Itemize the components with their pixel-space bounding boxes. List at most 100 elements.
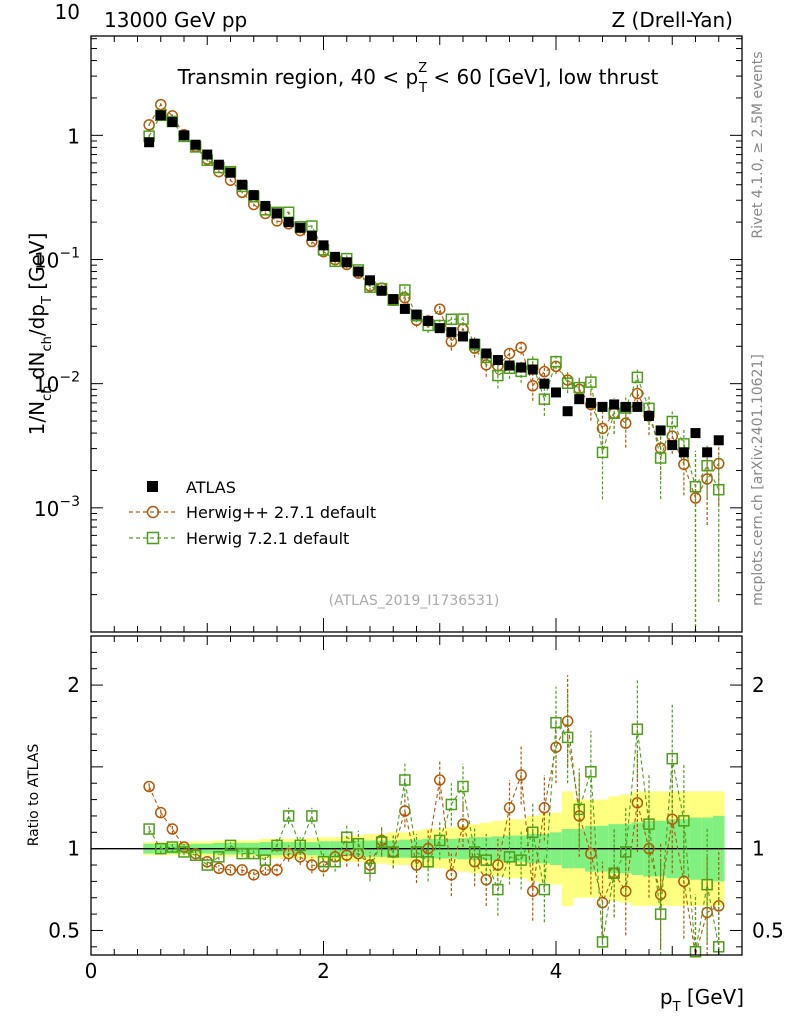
y-axis-label: 1/Nch dNch/dpT [GeV] [25, 233, 55, 436]
plot-title: Transmin region, 40 < pZ T < 60 [GeV], lo… [177, 61, 659, 96]
atlas-point-45 [667, 440, 678, 451]
series-1-main-point-39 [596, 446, 609, 459]
analysis-id: (ATLAS_2019_I1736531) [329, 593, 500, 609]
atlas-point-26 [446, 327, 457, 338]
atlas-point-5 [202, 149, 213, 160]
atlas-point-0 [144, 137, 155, 148]
series-1-ratio-point-43 [643, 818, 655, 830]
series-0-ratio-point-14 [306, 859, 318, 871]
atlas-point-19 [365, 275, 375, 286]
series-1-ratio-point-7 [224, 839, 237, 852]
atlas-point-3 [179, 130, 189, 141]
series-0-main [143, 98, 725, 632]
series-0-ratio-point-26 [445, 869, 458, 881]
atlas-point-27 [458, 331, 468, 342]
atlas-point-10 [260, 200, 271, 211]
series-1-ratio-point-19 [364, 862, 376, 875]
series-1-ratio-point-20 [375, 836, 388, 848]
series-1-ratio-point-13 [294, 839, 306, 852]
series-0-ratio-point-9 [248, 869, 260, 881]
main-tick-label-base-4: 10 [34, 497, 59, 521]
atlas-point-42 [632, 401, 643, 412]
main-tick-label-exp-4: −3 [59, 494, 80, 510]
series-0-ratio-point-48 [701, 906, 713, 919]
series-0-ratio-point-37 [573, 810, 585, 822]
series-1-ratio-point-26 [445, 798, 458, 811]
series-0-ratio-point-43 [643, 842, 655, 855]
atlas-point-38 [585, 397, 596, 408]
x-axis-label: pT [GeV] [660, 985, 744, 1015]
series-0-main-point-42 [631, 387, 644, 400]
series-1-main-point-49 [713, 483, 725, 496]
atlas-point-7 [225, 167, 236, 178]
series-1-ratio-line [148, 721, 720, 952]
ratio-tick-label-right-2: 2 [752, 673, 765, 697]
series-0-ratio-point-12 [282, 847, 295, 860]
series-1-ratio-point-29 [480, 854, 492, 866]
main-tick-label-base-3: 10 [34, 373, 59, 397]
series-0-ratio-point-25 [434, 774, 446, 786]
legend-herwig7-marker [146, 531, 160, 545]
series-0-main-point-0 [143, 119, 155, 131]
atlas-point-21 [388, 294, 399, 305]
series-1-main-point-45 [666, 415, 678, 428]
series-0-ratio-point-31 [503, 802, 516, 814]
atlas-point-46 [678, 447, 689, 458]
series-1-ratio-point-38 [585, 766, 597, 778]
legend-herwigpp-marker [146, 505, 160, 519]
series-1-ratio-point-35 [550, 716, 562, 729]
atlas-point-24 [423, 315, 434, 326]
atlas-point-20 [376, 285, 387, 296]
series-1-ratio-point-25 [434, 834, 446, 847]
series-1-main-point-30 [492, 369, 504, 382]
ratio-tick-label-right-1: 1 [752, 837, 765, 861]
atlas-point-6 [213, 159, 224, 170]
series-1-main-point-48 [701, 459, 713, 472]
series-1-ratio-point-14 [306, 810, 318, 822]
series-1-ratio-point-31 [503, 851, 516, 863]
series-1-ratio [143, 680, 725, 958]
series-1-ratio-point-21 [387, 846, 399, 858]
series-1-main-point-47 [689, 480, 702, 493]
main-tick-label-base-2: 10 [34, 249, 59, 273]
series-0-ratio-point-42 [631, 797, 644, 809]
series-0-ratio-point-38 [585, 847, 597, 860]
atlas-point-39 [597, 401, 608, 412]
series-1-ratio-point-42 [631, 723, 644, 735]
series-0-main-point-48 [701, 473, 713, 485]
x-tick-label-2: 4 [550, 959, 563, 983]
main-tick-label-1: 1 [67, 124, 80, 148]
process-label: Z (Drell-Yan) [611, 8, 733, 32]
atlas-point-36 [562, 406, 573, 417]
series-0-ratio-point-45 [666, 813, 678, 825]
series-0-main-point-25 [434, 303, 446, 315]
atlas-point-35 [551, 387, 561, 398]
x-axis-ticks: 0 2 4 [85, 36, 743, 983]
series-1-ratio-point-36 [561, 731, 574, 744]
ratio-panel: 0.5 0.5 1 1 2 2 Ratio to ATLAS [26, 635, 784, 958]
series-1-ratio-point-11 [271, 839, 283, 852]
series-1-ratio-point-12 [282, 810, 295, 822]
series-0-ratio-point-0 [143, 780, 155, 793]
series-1-ratio-point-24 [422, 856, 434, 868]
legend: ATLAS Herwig++ 2.7.1 default Herwig 7.2.… [129, 478, 376, 548]
series-1-ratio-point-30 [492, 883, 504, 896]
atlas-point-48 [702, 447, 713, 458]
atlas-point-29 [481, 348, 492, 359]
atlas-point-18 [353, 266, 364, 277]
series-0-ratio-point-34 [538, 802, 551, 814]
series-1-ratio-point-41 [620, 846, 632, 858]
series-1-ratio-point-48 [701, 878, 713, 891]
series-1-main-point-34 [538, 393, 551, 405]
series-1-ratio-point-37 [573, 803, 585, 816]
series-0-ratio-point-2 [166, 823, 179, 835]
atlas-point-13 [295, 222, 306, 233]
series-0-ratio-point-23 [410, 859, 423, 871]
series-1-ratio-point-27 [457, 780, 469, 793]
atlas-point-23 [411, 309, 422, 320]
main-tick-label-exp-2: −1 [59, 246, 80, 262]
series-1-main-point-35 [550, 355, 562, 368]
atlas-point-22 [399, 303, 410, 314]
